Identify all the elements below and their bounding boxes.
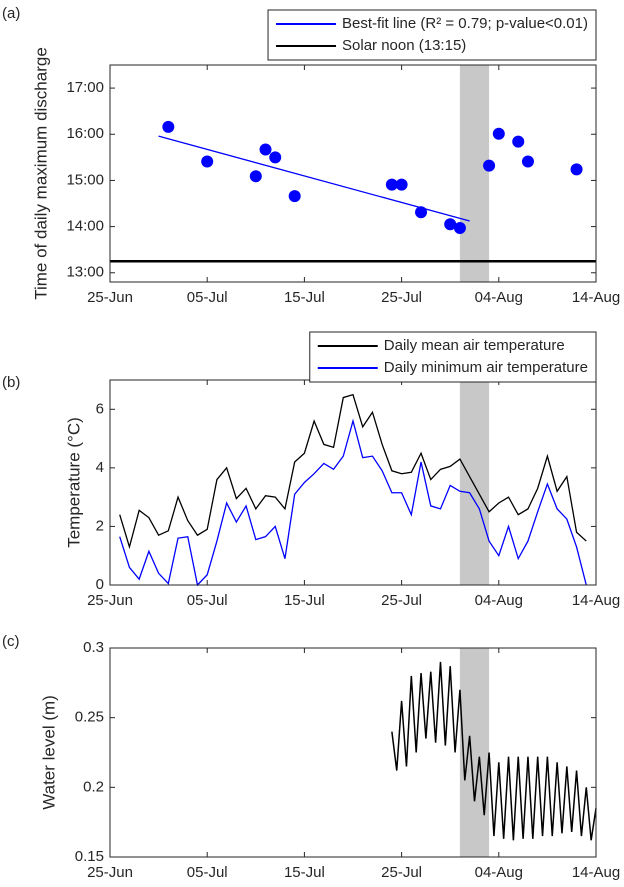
x-tick-label: 05-Jul <box>187 864 228 881</box>
legend-label: Best-fit line (R² = 0.79; p-value<0.01) <box>342 15 588 32</box>
panel-label: (c) <box>2 633 20 650</box>
x-tick-label: 15-Jul <box>284 592 325 609</box>
x-tick-label: 25-Jul <box>381 864 422 881</box>
y-tick-label: 0.15 <box>75 848 104 865</box>
y-tick-label: 6 <box>96 400 104 417</box>
x-tick-label: 14-Aug <box>572 864 620 881</box>
data-point <box>415 206 428 219</box>
x-tick-label: 25-Jun <box>87 864 133 881</box>
x-tick-label: 04-Aug <box>475 289 523 306</box>
panel-label: (a) <box>2 5 20 22</box>
data-point <box>385 178 398 191</box>
data-point <box>249 170 262 183</box>
y-tick-label: 4 <box>96 459 104 476</box>
y-tick-label: 15:00 <box>66 171 104 188</box>
x-tick-label: 05-Jul <box>187 592 228 609</box>
x-tick-label: 25-Jun <box>87 289 133 306</box>
data-point <box>201 155 214 168</box>
panel-label: (b) <box>2 374 20 391</box>
x-tick-label: 15-Jul <box>284 289 325 306</box>
y-tick-label: 2 <box>96 517 104 534</box>
y-axis-label: Water level (m) <box>39 695 58 810</box>
x-tick-label: 04-Aug <box>475 592 523 609</box>
data-point <box>269 151 282 164</box>
data-point <box>483 159 496 172</box>
series-line <box>119 393 587 550</box>
y-tick-label: 0.3 <box>83 639 104 656</box>
axes-frame <box>109 647 597 858</box>
data-point <box>259 143 272 156</box>
shaded-period <box>459 380 490 585</box>
y-axis-label: Time of daily maximum discharge <box>31 47 50 300</box>
shaded-period <box>459 648 490 857</box>
y-tick-label: 0.25 <box>75 709 104 726</box>
x-tick-label: 25-Jun <box>87 592 133 609</box>
x-tick-label: 14-Aug <box>572 592 620 609</box>
axes-frame <box>109 64 597 283</box>
y-axis-label: Temperature (°C) <box>64 417 83 548</box>
axes-frame <box>109 379 597 586</box>
data-point <box>288 190 301 203</box>
data-point <box>395 178 408 191</box>
y-tick-label: 14:00 <box>66 218 104 235</box>
data-point <box>453 221 466 234</box>
legend-label: Daily mean air temperature <box>384 337 565 354</box>
x-tick-label: 15-Jul <box>284 864 325 881</box>
y-tick-label: 0.2 <box>83 778 104 795</box>
x-tick-label: 04-Aug <box>475 864 523 881</box>
shaded-period <box>459 65 490 282</box>
legend-box <box>309 331 597 383</box>
y-tick-label: 0 <box>96 576 104 593</box>
y-tick-label: 17:00 <box>66 79 104 96</box>
legend-label: Solar noon (13:15) <box>342 37 466 54</box>
x-tick-label: 25-Jul <box>381 289 422 306</box>
data-line <box>391 661 597 841</box>
x-tick-label: 14-Aug <box>572 289 620 306</box>
y-tick-label: 13:00 <box>66 264 104 281</box>
legend-label: Daily minimum air temperature <box>384 359 588 376</box>
data-point <box>492 127 505 140</box>
x-tick-label: 25-Jul <box>381 592 422 609</box>
data-point <box>512 135 525 148</box>
series-line <box>119 418 587 587</box>
data-point <box>521 155 534 168</box>
x-tick-label: 05-Jul <box>187 289 228 306</box>
y-tick-label: 16:00 <box>66 125 104 142</box>
data-point <box>444 218 457 231</box>
legend-box <box>267 9 597 61</box>
data-point <box>162 120 175 133</box>
data-point <box>570 163 583 176</box>
series-line <box>158 135 470 222</box>
